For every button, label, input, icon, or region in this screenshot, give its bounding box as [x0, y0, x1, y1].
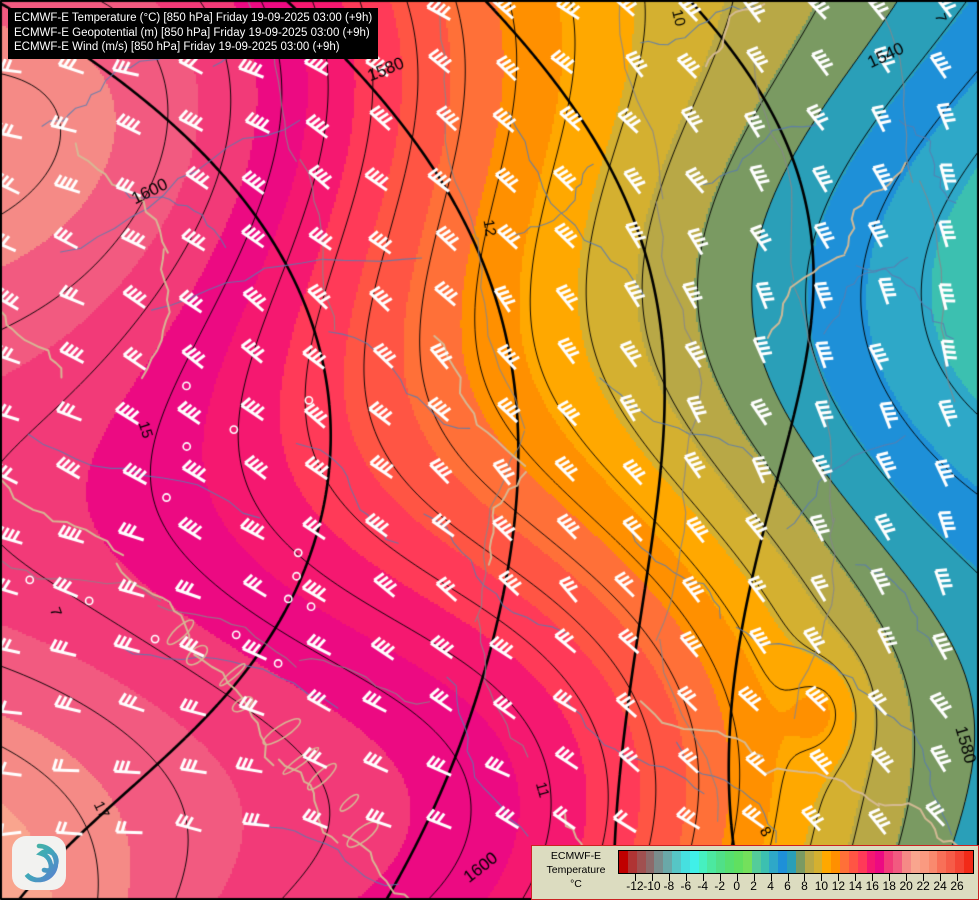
- colorbar-tick-label: 14: [848, 879, 863, 893]
- colorbar-swatch: [619, 851, 628, 873]
- colorbar-caption-line-3: °C: [570, 878, 582, 891]
- colorbar-swatch: [636, 851, 646, 873]
- colorbar-caption: ECMWF-E Temperature °C: [537, 849, 615, 892]
- colorbar-swatch: [902, 851, 911, 873]
- colorbar-swatch: [963, 851, 973, 873]
- colorbar-tick-label: 8: [801, 879, 808, 893]
- colorbar-tick-label: -2: [714, 879, 726, 893]
- colorbar-caption-line-1: ECMWF-E: [550, 850, 602, 862]
- colorbar-tick-label: 26: [950, 879, 964, 893]
- colorbar-tick-label: 24: [933, 879, 947, 893]
- colorbar-swatch: [733, 851, 743, 873]
- colorbar-tick: [753, 874, 755, 881]
- colorbar-tick-labels: -12 -10 -8 -6 -4 -2 0 2 4 6 8 10 12 14 16 18 20 22 24 26: [618, 879, 974, 897]
- colorbar-tick: [872, 874, 874, 881]
- colorbar-swatch: [804, 851, 814, 873]
- colorbar-tick: [957, 874, 959, 881]
- colorbar-tick-label: 16: [865, 879, 879, 893]
- colorbar-tick-label: 0: [733, 879, 740, 893]
- colorbar-caption-line-2: Temperature: [546, 864, 606, 877]
- title-line-geopotential: ECMWF-E Geopotential (m) [850 hPa] Frida…: [14, 26, 370, 39]
- colorbar-tick: [668, 874, 670, 881]
- colorbar-swatch: [822, 851, 832, 873]
- temperature-colorbar-panel: ECMWF-E Temperature °C -12 -10 -8 -6 -4 -2 0 2 4…: [531, 845, 979, 900]
- colorbar-tick-label: 12: [831, 879, 846, 893]
- colorbar-tick-label: 20: [899, 879, 913, 893]
- colorbar-swatch: [645, 851, 655, 873]
- colorbar-tick: [821, 874, 823, 881]
- colorbar-tick: [855, 874, 857, 881]
- colorbar-swatch: [725, 851, 734, 873]
- colorbar-swatch: [672, 851, 681, 873]
- colorbar-tick-label: -12: [626, 879, 644, 893]
- colorbar-swatch: [654, 851, 664, 873]
- colorbar-swatch: [840, 851, 849, 873]
- colorbar-tick-label: -8: [663, 879, 675, 893]
- colorbar-swatch: [857, 851, 867, 873]
- colorbar-tick: [787, 874, 789, 881]
- colorbar-swatch: [663, 851, 673, 873]
- colorbar-tick-label: 18: [882, 879, 896, 893]
- colorbar-swatch: [698, 851, 708, 873]
- colorbar-swatch: [946, 851, 956, 873]
- colorbar-tick-label: 22: [916, 879, 930, 893]
- colorbar-swatch: [848, 851, 858, 873]
- colorbar-tick: [889, 874, 891, 881]
- colorbar-gradient-strip[interactable]: [618, 850, 974, 874]
- colorbar-tick-label: 4: [767, 879, 774, 893]
- colorbar-tick: [804, 874, 806, 881]
- colorbar-swatch: [955, 851, 964, 873]
- map-title-block: ECMWF-E Temperature (°C) [850 hPa] Frida…: [8, 8, 379, 60]
- colorbar-swatch: [831, 851, 841, 873]
- colorbar-swatch: [769, 851, 779, 873]
- colorbar-swatch: [813, 851, 823, 873]
- colorbar-swatch: [627, 851, 637, 873]
- colorbar-tick: [651, 874, 653, 881]
- colorbar-tick-label: 2: [750, 879, 757, 893]
- colorbar-tick-label: -10: [643, 879, 661, 893]
- colorbar-tick: [634, 874, 636, 881]
- colorbar-tick-marks: [618, 874, 974, 882]
- colorbar-swatch: [928, 851, 938, 873]
- colorbar-swatch: [893, 851, 902, 873]
- colorbar-tick: [906, 874, 908, 881]
- colorbar-swatch: [910, 851, 920, 873]
- colorbar-swatch: [919, 851, 929, 873]
- colorbar-tick: [702, 874, 704, 881]
- colorbar-swatch: [778, 851, 788, 873]
- colorbar-tick: [940, 874, 942, 881]
- colorbar-swatch: [760, 851, 770, 873]
- colorbar-swatch: [795, 851, 805, 873]
- colorbar-tick: [719, 874, 721, 881]
- colorbar-tick-label: -6: [680, 879, 692, 893]
- colorbar-swatch: [937, 851, 947, 873]
- colorbar-swatch: [716, 851, 726, 873]
- colorbar-tick: [838, 874, 840, 881]
- colorbar-tick: [736, 874, 738, 881]
- colorbar-tick-label: 6: [784, 879, 791, 893]
- spiral-swirl-logo-icon: [24, 843, 59, 883]
- colorbar-swatch: [742, 851, 752, 873]
- colorbar-swatch: [866, 851, 876, 873]
- colorbar-tick: [770, 874, 772, 881]
- colorbar-swatch: [751, 851, 761, 873]
- colorbar-swatch: [875, 851, 885, 873]
- colorbar-tick-label: 10: [814, 879, 829, 893]
- colorbar-swatch: [787, 851, 796, 873]
- colorbar-swatch: [707, 851, 717, 873]
- colorbar-swatch: [680, 851, 690, 873]
- colorbar-tick: [923, 874, 925, 881]
- brand-logo[interactable]: [12, 836, 66, 890]
- colorbar-tick-label: -4: [697, 879, 709, 893]
- title-line-temperature: ECMWF-E Temperature (°C) [850 hPa] Frida…: [14, 12, 373, 24]
- colorbar-swatch: [884, 851, 894, 873]
- colorbar-swatch: [689, 851, 699, 873]
- colorbar-tick: [685, 874, 687, 881]
- title-line-wind: ECMWF-E Wind (m/s) [850 hPa] Friday 19-0…: [14, 41, 340, 54]
